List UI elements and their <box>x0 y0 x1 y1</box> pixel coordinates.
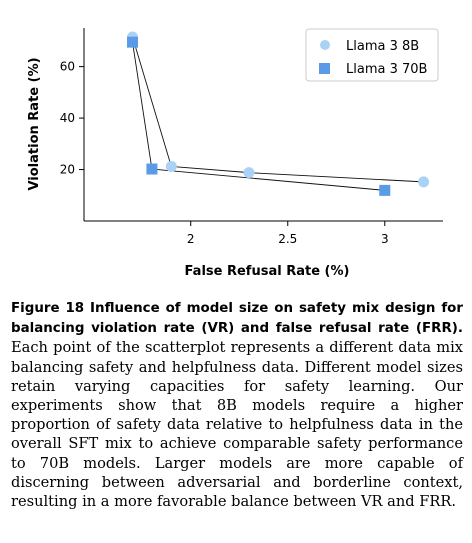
ticks: 2 2.5 3 20 40 60 <box>60 60 389 246</box>
scatter-chart: 2 2.5 3 20 40 60 False Refusal Rate (%) Viola… <box>27 28 443 279</box>
axes <box>83 28 443 222</box>
series-0-connector-line <box>171 165 249 174</box>
x-tick-label: 3 <box>381 232 389 246</box>
llama3-70b-point <box>379 184 391 196</box>
llama3-8b-point <box>243 167 255 179</box>
y-tick-label: 20 <box>60 163 75 177</box>
series-0-connector-line <box>248 172 424 183</box>
llama3-8b-point <box>418 176 430 188</box>
y-tick-label: 60 <box>60 60 75 74</box>
x-axis-title: False Refusal Rate (%) <box>185 264 350 279</box>
x-tick-label: 2 <box>187 232 195 246</box>
y-tick-label: 40 <box>60 111 75 125</box>
caption-heading: Figure 18 Influence of model size on saf… <box>11 301 463 337</box>
figure-caption: Figure 18 Influence of model size on saf… <box>11 298 463 511</box>
caption-body: Each point of the scatterplot represents… <box>11 339 463 511</box>
y-axis-title: Violation Rate (%) <box>27 57 42 190</box>
llama3-70b-point <box>146 163 158 175</box>
legend-label-llama3-8b: Llama 3 8B <box>346 39 419 54</box>
series-connectors <box>132 36 424 191</box>
llama3-8b-point <box>165 160 177 172</box>
x-tick-label: 2.5 <box>278 232 297 246</box>
data-points <box>127 31 430 196</box>
legend-label-llama3-70b: Llama 3 70B <box>346 62 427 77</box>
series-0-connector-line <box>132 36 172 167</box>
legend: Llama 3 8B Llama 3 70B <box>305 28 439 82</box>
llama3-70b-point <box>127 36 139 48</box>
legend-marker-llama3-70b <box>319 63 330 74</box>
series-1-connector-line <box>132 42 153 170</box>
legend-marker-llama3-8b <box>320 40 330 50</box>
legend-box <box>305 28 439 82</box>
series-1-connector-line <box>151 168 385 191</box>
